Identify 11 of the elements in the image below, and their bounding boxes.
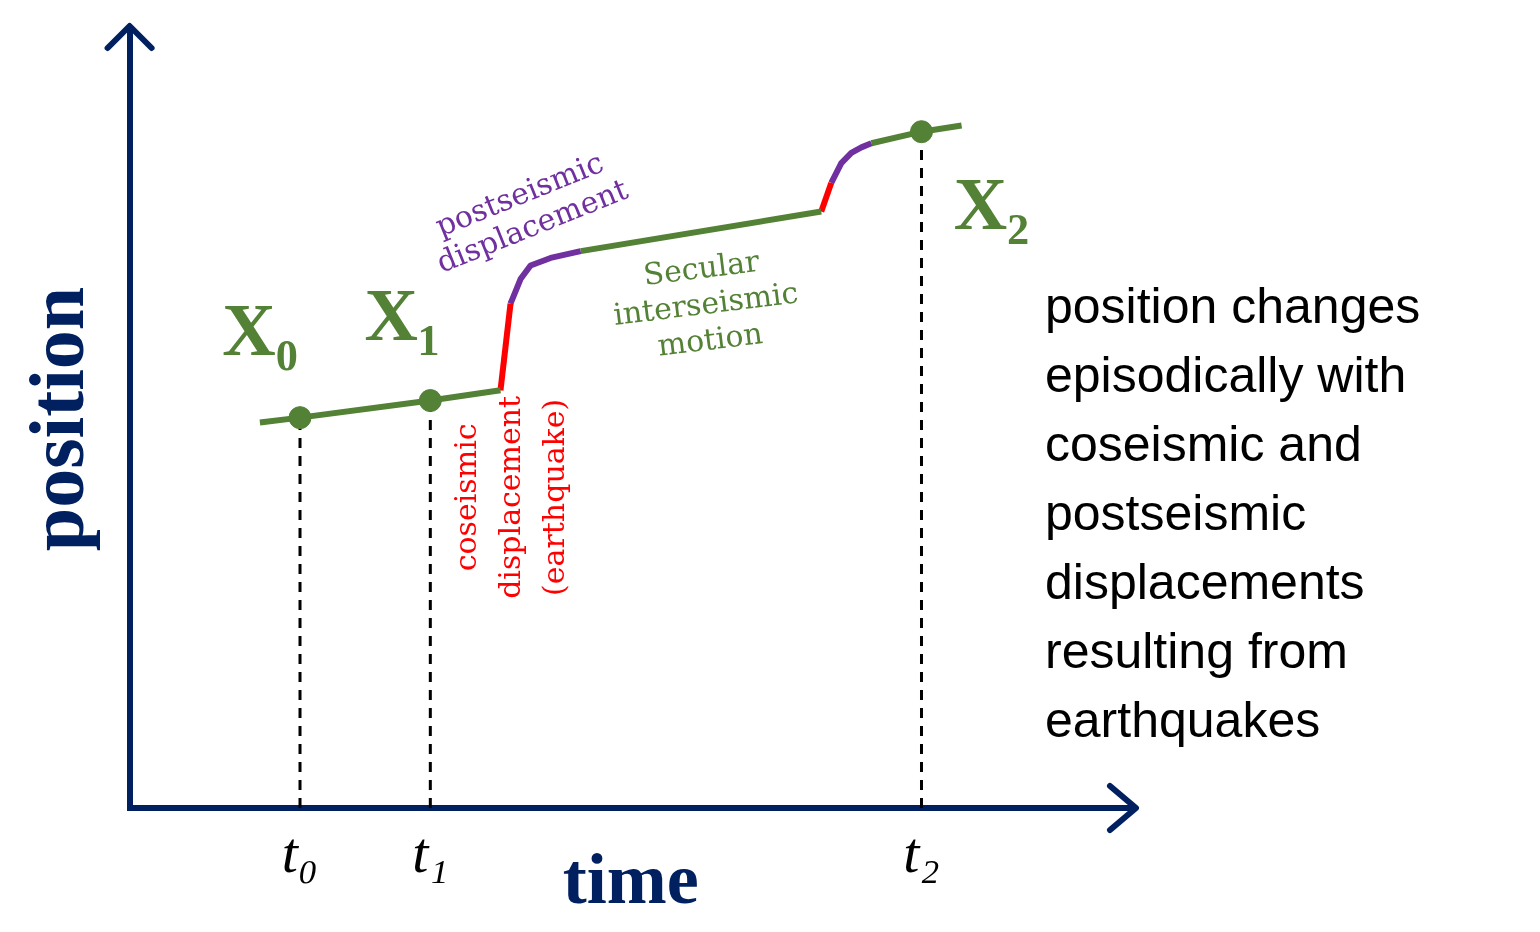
annotation: position changes episodically with coseismic and postseismic displacements resulting from earthquakes: [1045, 277, 1422, 750]
x-tick-label: t₂: [903, 820, 940, 886]
annotation: coseismic displacement (earthquake): [448, 395, 572, 599]
annotation: X₀: [222, 288, 298, 371]
annotation: X₂: [953, 162, 1030, 245]
annotation: Secular interseismic motion: [611, 242, 801, 363]
x-axis-title: time: [562, 839, 699, 920]
annotation: X₁: [364, 273, 441, 356]
x-tick-label: t₀: [281, 820, 319, 886]
y-axis-title: position: [12, 286, 100, 552]
x-tick-label: t₁: [412, 820, 449, 886]
